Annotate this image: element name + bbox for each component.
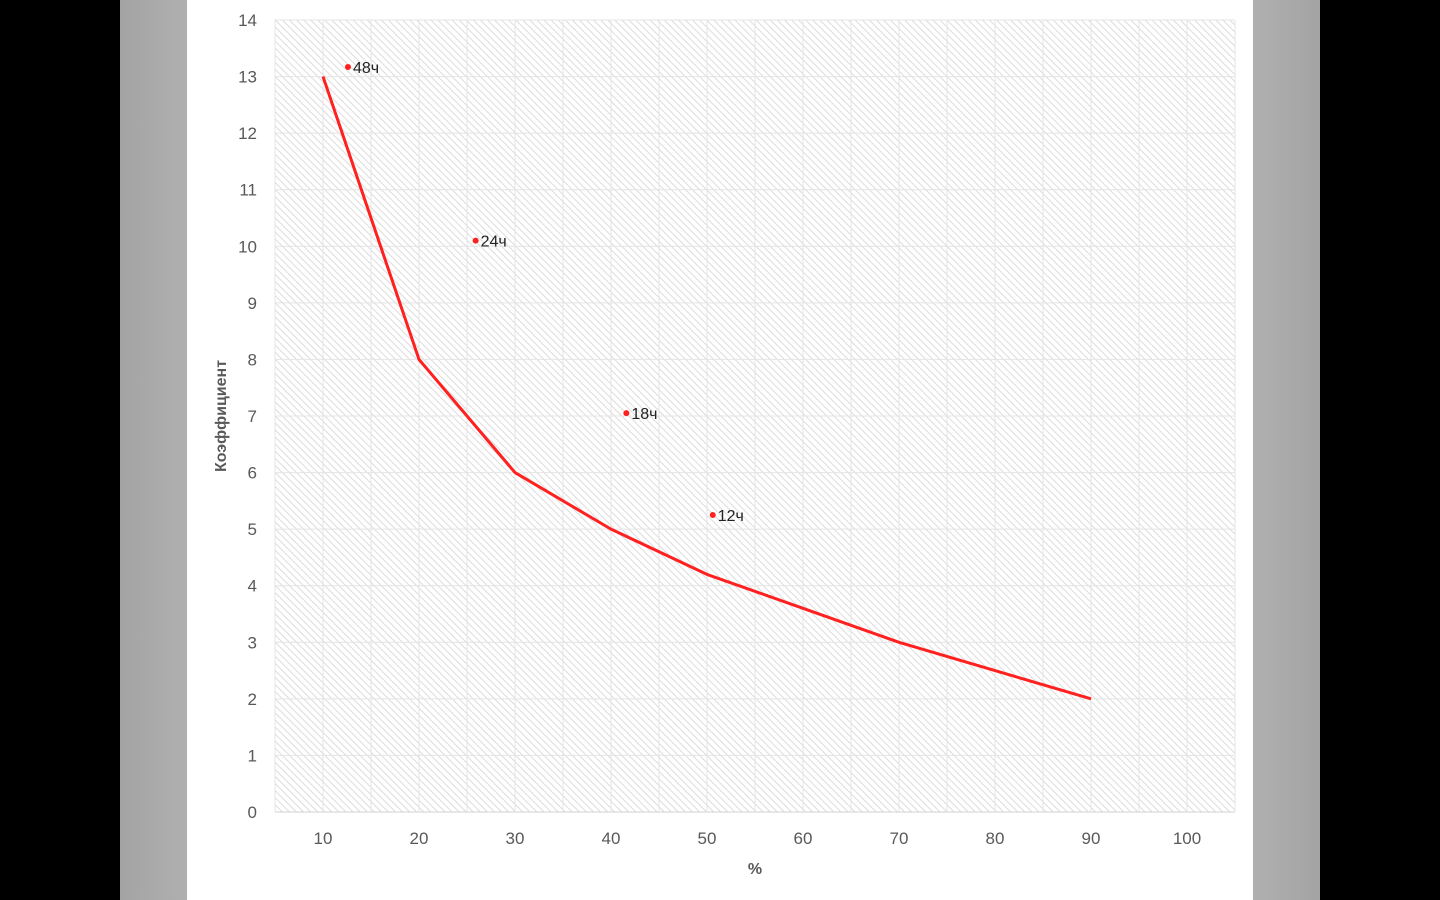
background-left <box>120 0 187 900</box>
x-axis-label: % <box>748 861 762 878</box>
data-point <box>344 63 351 70</box>
x-tick-label: 30 <box>506 829 525 848</box>
data-label: 48ч <box>353 60 379 77</box>
data-label: 12ч <box>718 508 744 525</box>
data-point <box>623 410 630 417</box>
y-tick-label: 5 <box>248 520 257 539</box>
x-tick-label: 70 <box>890 829 909 848</box>
y-tick-label: 2 <box>248 690 257 709</box>
x-tick-label: 10 <box>314 829 333 848</box>
y-tick-label: 1 <box>248 746 257 765</box>
y-tick-label: 0 <box>248 803 257 822</box>
x-tick-label: 80 <box>986 829 1005 848</box>
series-line <box>321 76 1092 701</box>
y-tick-label: 12 <box>238 124 257 143</box>
y-tick-label: 14 <box>238 11 257 30</box>
y-axis-label: Коэффициент <box>213 360 230 472</box>
data-label: 24ч <box>481 234 507 251</box>
y-tick-label: 11 <box>239 181 257 200</box>
x-tick-label: 40 <box>602 829 621 848</box>
y-tick-label: 9 <box>248 294 257 313</box>
y-tick-label: 4 <box>248 577 257 596</box>
data-point <box>709 512 716 518</box>
y-tick-label: 3 <box>248 633 257 652</box>
y-tick-label: 7 <box>248 407 257 426</box>
background-right <box>1253 0 1320 900</box>
x-tick-label: 60 <box>794 829 813 848</box>
x-tick-label: 20 <box>410 829 429 848</box>
data-label: 18ч <box>631 406 657 423</box>
data-point <box>472 237 479 244</box>
y-tick-label: 6 <box>248 464 257 483</box>
y-tick-label: 13 <box>238 68 257 87</box>
y-tick-label: 8 <box>248 350 257 369</box>
x-tick-label: 50 <box>698 829 717 848</box>
y-tick-label: 10 <box>238 237 257 256</box>
x-tick-label: 100 <box>1173 829 1201 848</box>
x-tick-label: 90 <box>1082 829 1101 848</box>
